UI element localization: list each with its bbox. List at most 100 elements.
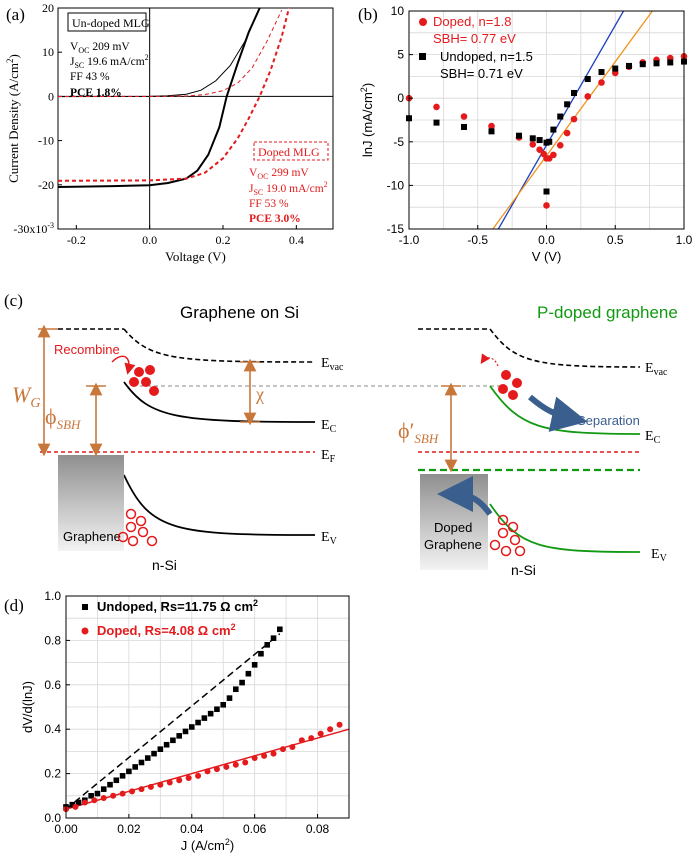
x-tick-label-d: 0.00	[54, 822, 78, 836]
x-axis-label-d: J (A/cm2)	[181, 837, 234, 853]
wg-label: WG	[12, 382, 40, 411]
fit-line-d-0	[65, 633, 281, 810]
data-point-b-undoped	[571, 89, 577, 96]
data-point-d-undoped	[126, 768, 132, 775]
x-tick-label-d: 0.08	[306, 822, 330, 836]
data-point-d-doped	[91, 797, 98, 804]
data-point-d-undoped	[245, 670, 252, 677]
graphene-block	[58, 455, 124, 551]
x-tick-label-a: 0.0	[142, 233, 157, 247]
legend-marker-doped	[81, 627, 89, 635]
data-point-b-doped	[433, 103, 440, 111]
data-point-b-undoped	[546, 138, 553, 145]
right-evac-band	[489, 328, 641, 368]
data-point-d-undoped	[239, 679, 245, 686]
left-diagram-title: Graphene on Si	[180, 303, 299, 322]
y-axis-label-d: dV/d(lnJ)	[20, 681, 35, 733]
undoped-legend-box	[67, 12, 147, 32]
data-point-d-doped	[119, 790, 126, 797]
data-point-d-undoped	[277, 626, 283, 633]
data-point-b-doped	[460, 113, 468, 120]
data-point-b-undoped	[516, 132, 522, 139]
data-point-d-doped	[72, 803, 79, 810]
series-line-a-2	[57, 7, 290, 182]
y-bottom-tick-label-a: -30x10-3	[13, 221, 54, 236]
data-point-d-doped	[110, 792, 117, 799]
doped-graphene-label-1: Doped	[434, 520, 472, 535]
data-point-b-undoped	[550, 126, 557, 133]
data-point-b-undoped	[536, 137, 543, 144]
data-point-d-doped	[261, 752, 268, 759]
data-point-b-undoped	[543, 188, 550, 195]
y-tick-label-a: -20	[38, 178, 54, 192]
x-tick-label-b: -1.0	[399, 233, 420, 247]
y-tick-label-d: 1.0	[44, 589, 61, 603]
data-point-d-doped	[270, 750, 277, 757]
y-tick-label-b: 0	[397, 91, 404, 105]
data-point-d-doped	[242, 759, 249, 766]
x-tick-label-d: 0.04	[180, 822, 204, 836]
y-tick-label-d: 0.8	[44, 633, 61, 647]
data-point-d-doped	[213, 766, 220, 773]
data-point-d-undoped	[188, 724, 195, 730]
y-tick-label-a: 10	[42, 45, 54, 59]
legend-marker-undoped	[82, 604, 88, 610]
recombine-label: Recombine	[54, 342, 120, 357]
data-point-d-undoped	[157, 746, 164, 752]
data-point-b-doped	[543, 202, 550, 209]
data-point-d-undoped	[226, 695, 233, 701]
data-point-d-undoped	[201, 715, 208, 721]
legend-marker-undoped	[419, 53, 426, 60]
x-tick-label-d: 0.06	[243, 822, 267, 836]
data-point-b-undoped	[564, 101, 571, 108]
y-tick-label-d: 0.4	[44, 722, 61, 736]
data-point-d-undoped	[182, 728, 189, 735]
phi-label: ϕSBH	[45, 404, 81, 432]
y-axis-label-b: lnJ (mA/cm2)	[359, 83, 375, 157]
chart-b: (b) -1.0 -0.5 0.0 0.5 1.0 10 5 0 -5 -10 -15 V (V) ln…	[358, 4, 693, 264]
x-tick-label-a: -0.2	[67, 233, 86, 247]
chart-d: (d) 0.00 0.02 0.04 0.06 0.08 1.0 0.8 0.6 0.4 0.2 0…	[4, 589, 350, 853]
y-tick-label-d: 0.6	[44, 678, 61, 692]
data-point-b-doped	[536, 146, 543, 153]
data-point-b-undoped	[612, 65, 619, 72]
data-point-d-undoped	[113, 777, 120, 784]
data-point-b-undoped	[529, 135, 536, 142]
x-tick-label-a: 0.4	[289, 233, 304, 247]
legend-b: Doped, n=1.8 SBH= 0.77 eV Undoped, n=1.5 SB…	[419, 14, 533, 81]
data-point-b-undoped	[461, 123, 467, 130]
data-point-d-doped	[195, 772, 202, 779]
left-ev-band	[123, 474, 316, 536]
data-point-d-undoped	[151, 750, 157, 757]
y-tick-label-b: -5	[393, 135, 404, 149]
data-point-b-doped	[563, 129, 571, 137]
data-point-d-undoped	[69, 801, 76, 808]
data-point-d-doped	[166, 779, 173, 786]
left-evac-band	[123, 328, 316, 363]
data-point-b-undoped	[488, 128, 495, 135]
data-point-d-undoped	[233, 686, 239, 693]
data-point-b-undoped	[433, 119, 440, 126]
y-tick-label-b: 5	[397, 48, 404, 62]
panel-label-b: (b)	[358, 5, 378, 24]
left-ef-label: EF	[321, 448, 336, 465]
legend-marker-doped	[419, 18, 427, 26]
data-point-d-doped	[223, 763, 230, 770]
blocked-recombine-arrow	[480, 353, 499, 367]
data-point-d-doped	[157, 781, 164, 788]
data-point-b-undoped	[557, 113, 564, 120]
right-ec-label: EC	[645, 429, 661, 446]
x-tick-label-b: 0.0	[538, 233, 555, 247]
doped-ff: FF 53 %	[249, 198, 289, 210]
right-nsi-label: n-Si	[511, 562, 536, 578]
y-tick-label-d: 0.2	[44, 767, 61, 781]
data-point-d-doped	[327, 726, 334, 733]
right-holes	[489, 514, 526, 557]
panel-label-d: (d)	[4, 596, 24, 615]
hole-transfer-arrow	[437, 476, 493, 516]
data-point-b-undoped	[584, 76, 591, 83]
y-tick-label-b: -10	[387, 178, 405, 192]
right-electrons	[498, 370, 522, 400]
legend-sub-b: SBH= 0.77 eV	[433, 31, 516, 46]
y-axis-label-a: Current Density (A/cm2)	[5, 54, 21, 183]
